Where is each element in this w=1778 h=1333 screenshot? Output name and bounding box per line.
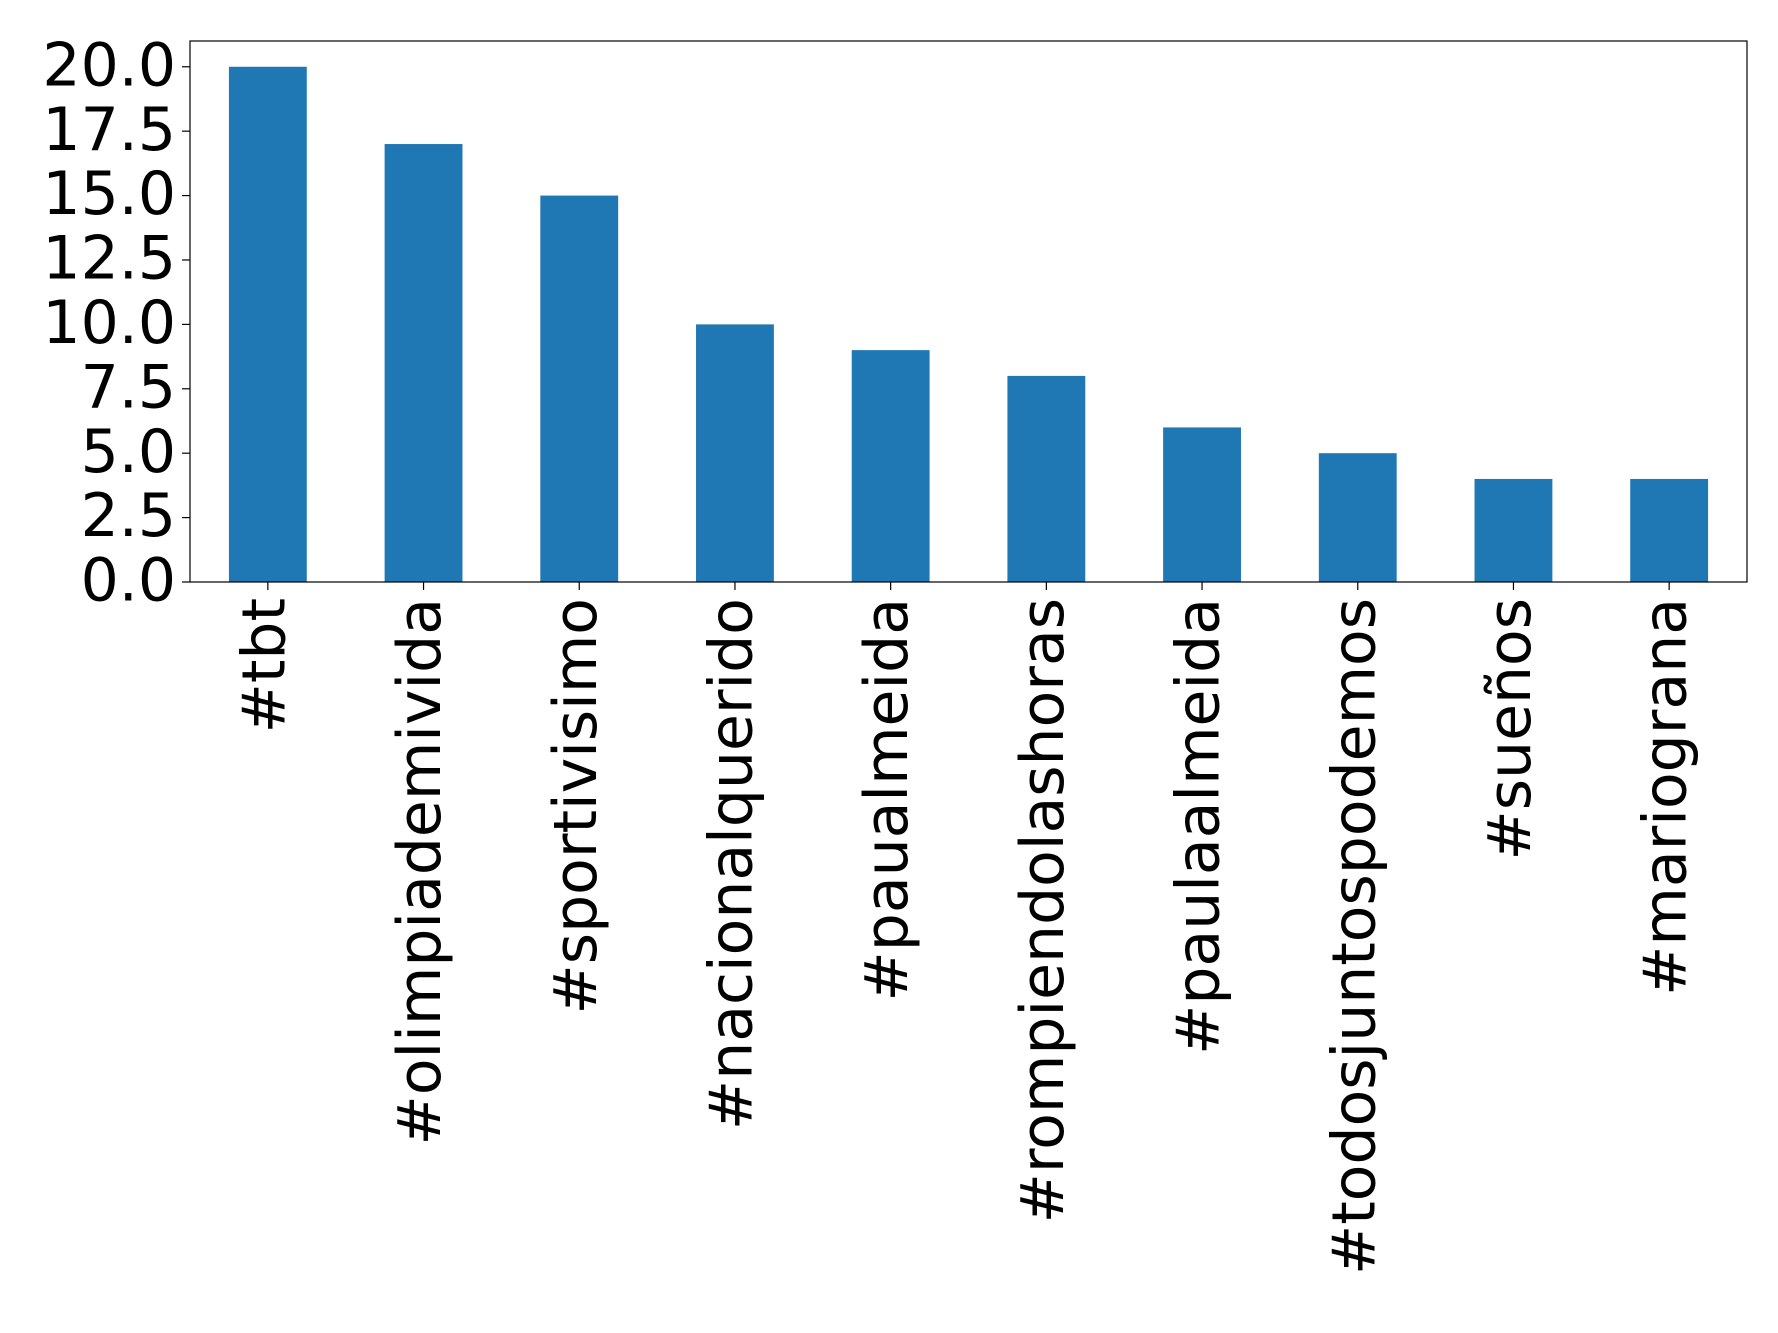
x-tick-label: #tbt <box>229 598 299 733</box>
bar <box>1474 478 1553 582</box>
bar <box>540 195 619 583</box>
y-tick-label: 17.5 <box>42 95 176 165</box>
y-tick-label: 15.0 <box>42 159 176 229</box>
bar <box>1630 478 1709 582</box>
x-tick-label: #paualmeida <box>852 598 922 1001</box>
bar <box>696 324 774 582</box>
x-tick-label: #nacionalquerido <box>697 598 767 1130</box>
bar <box>384 144 463 583</box>
x-tick-label: #mariograna <box>1631 598 1701 996</box>
bar <box>1007 375 1086 582</box>
bar <box>1163 427 1241 582</box>
y-tick-label: 2.5 <box>81 481 176 551</box>
y-tick-label: 12.5 <box>42 224 176 294</box>
x-tick-label: #sueños <box>1475 598 1545 860</box>
y-tick-label: 7.5 <box>81 352 176 422</box>
x-tick-label: #paulaalmeida <box>1164 598 1234 1055</box>
y-tick-label: 0.0 <box>81 546 176 616</box>
bar <box>1318 453 1397 582</box>
x-tick-label: #rompiendolashoras <box>1008 598 1078 1223</box>
plot-frame <box>189 40 1748 583</box>
y-tick-label: 20.0 <box>42 30 176 100</box>
bar <box>851 350 930 582</box>
y-tick-label: 10.0 <box>42 288 176 358</box>
x-tick-label: #olimpiademivida <box>385 598 455 1145</box>
x-tick-label: #todosjuntospodemos <box>1319 598 1389 1275</box>
x-tick-label: #sportivisimo <box>541 598 611 1014</box>
y-tick-label: 5.0 <box>81 417 176 487</box>
bar <box>228 66 307 582</box>
